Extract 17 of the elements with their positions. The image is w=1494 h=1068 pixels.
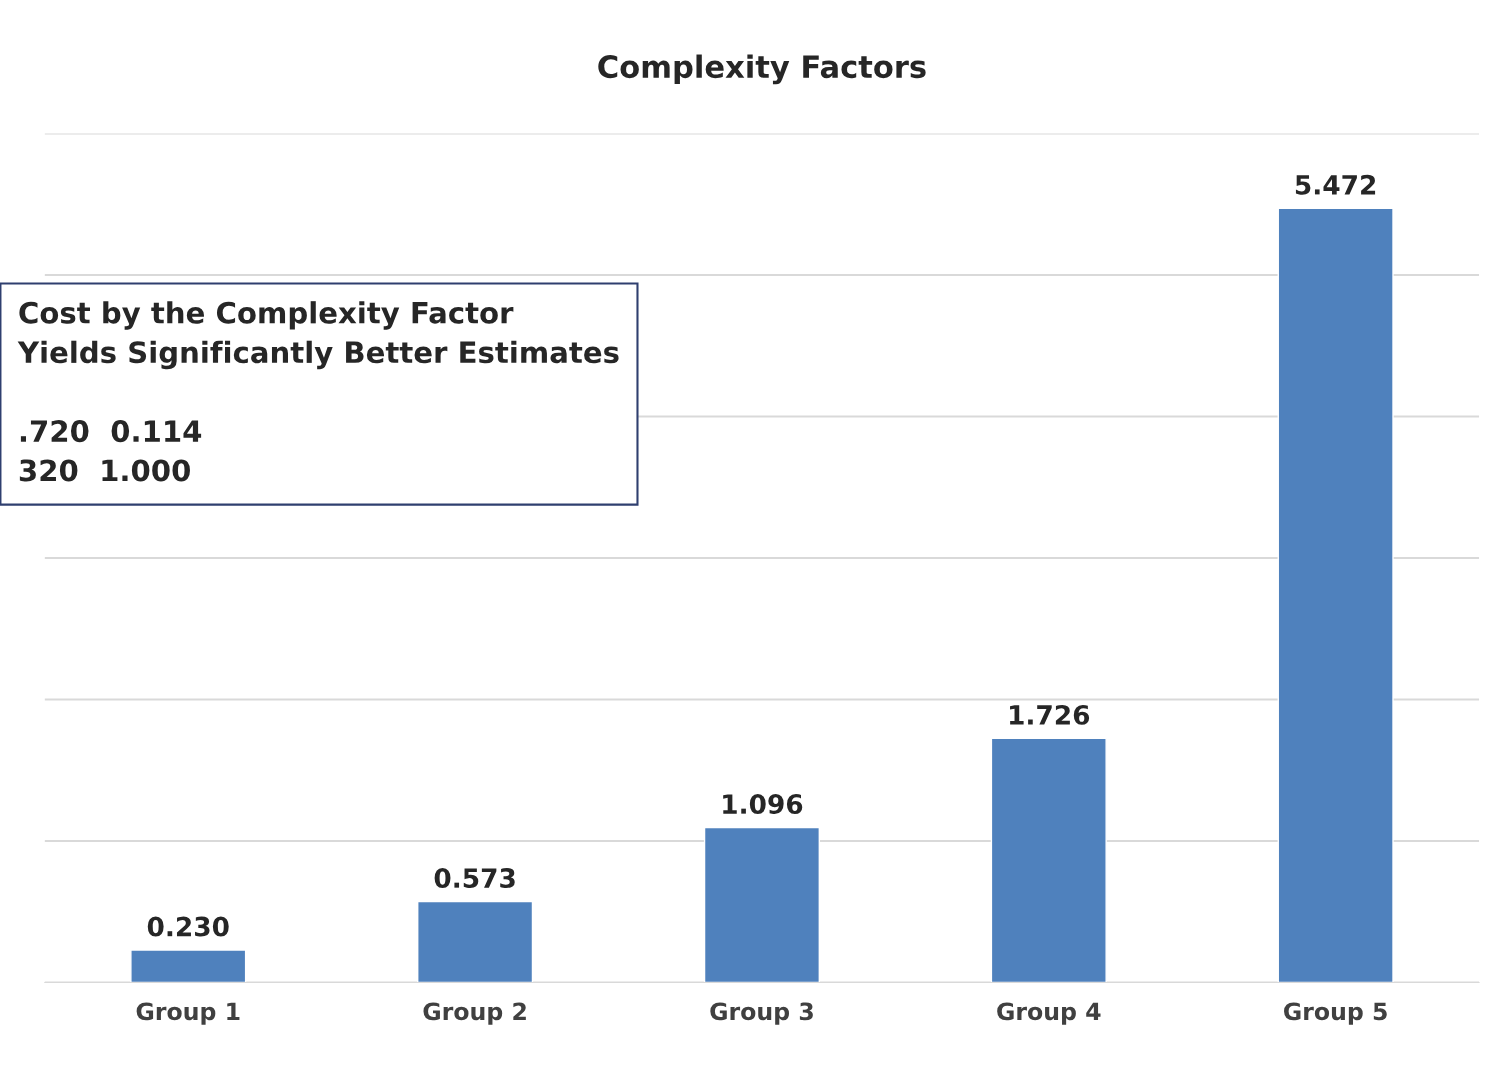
chart-title: Complexity Factors — [598, 54, 926, 85]
text: Cost by the Complexity Factor Yields Significantly Better Estimates .720 0.114 320 1.000 — [17, 301, 619, 482]
x-tick-label: Group 5 — [1284, 1002, 1387, 1025]
bar — [130, 949, 247, 983]
x-tick-label: Group 2 — [423, 1002, 526, 1025]
bar — [990, 737, 1107, 983]
data-label: 0.230 — [147, 916, 229, 937]
bar — [1277, 207, 1394, 983]
data-label: 1.726 — [1010, 704, 1090, 725]
bar — [703, 826, 821, 983]
x-tick-label: Group 4 — [997, 1002, 1101, 1025]
x-tick-label: Group 3 — [710, 1002, 813, 1025]
x-tick-label: Group 1 — [136, 1002, 240, 1025]
data-label: 0.573 — [434, 868, 515, 889]
data-label: 1.096 — [723, 794, 803, 815]
bar — [417, 900, 534, 983]
data-label: 5.472 — [1295, 174, 1376, 195]
